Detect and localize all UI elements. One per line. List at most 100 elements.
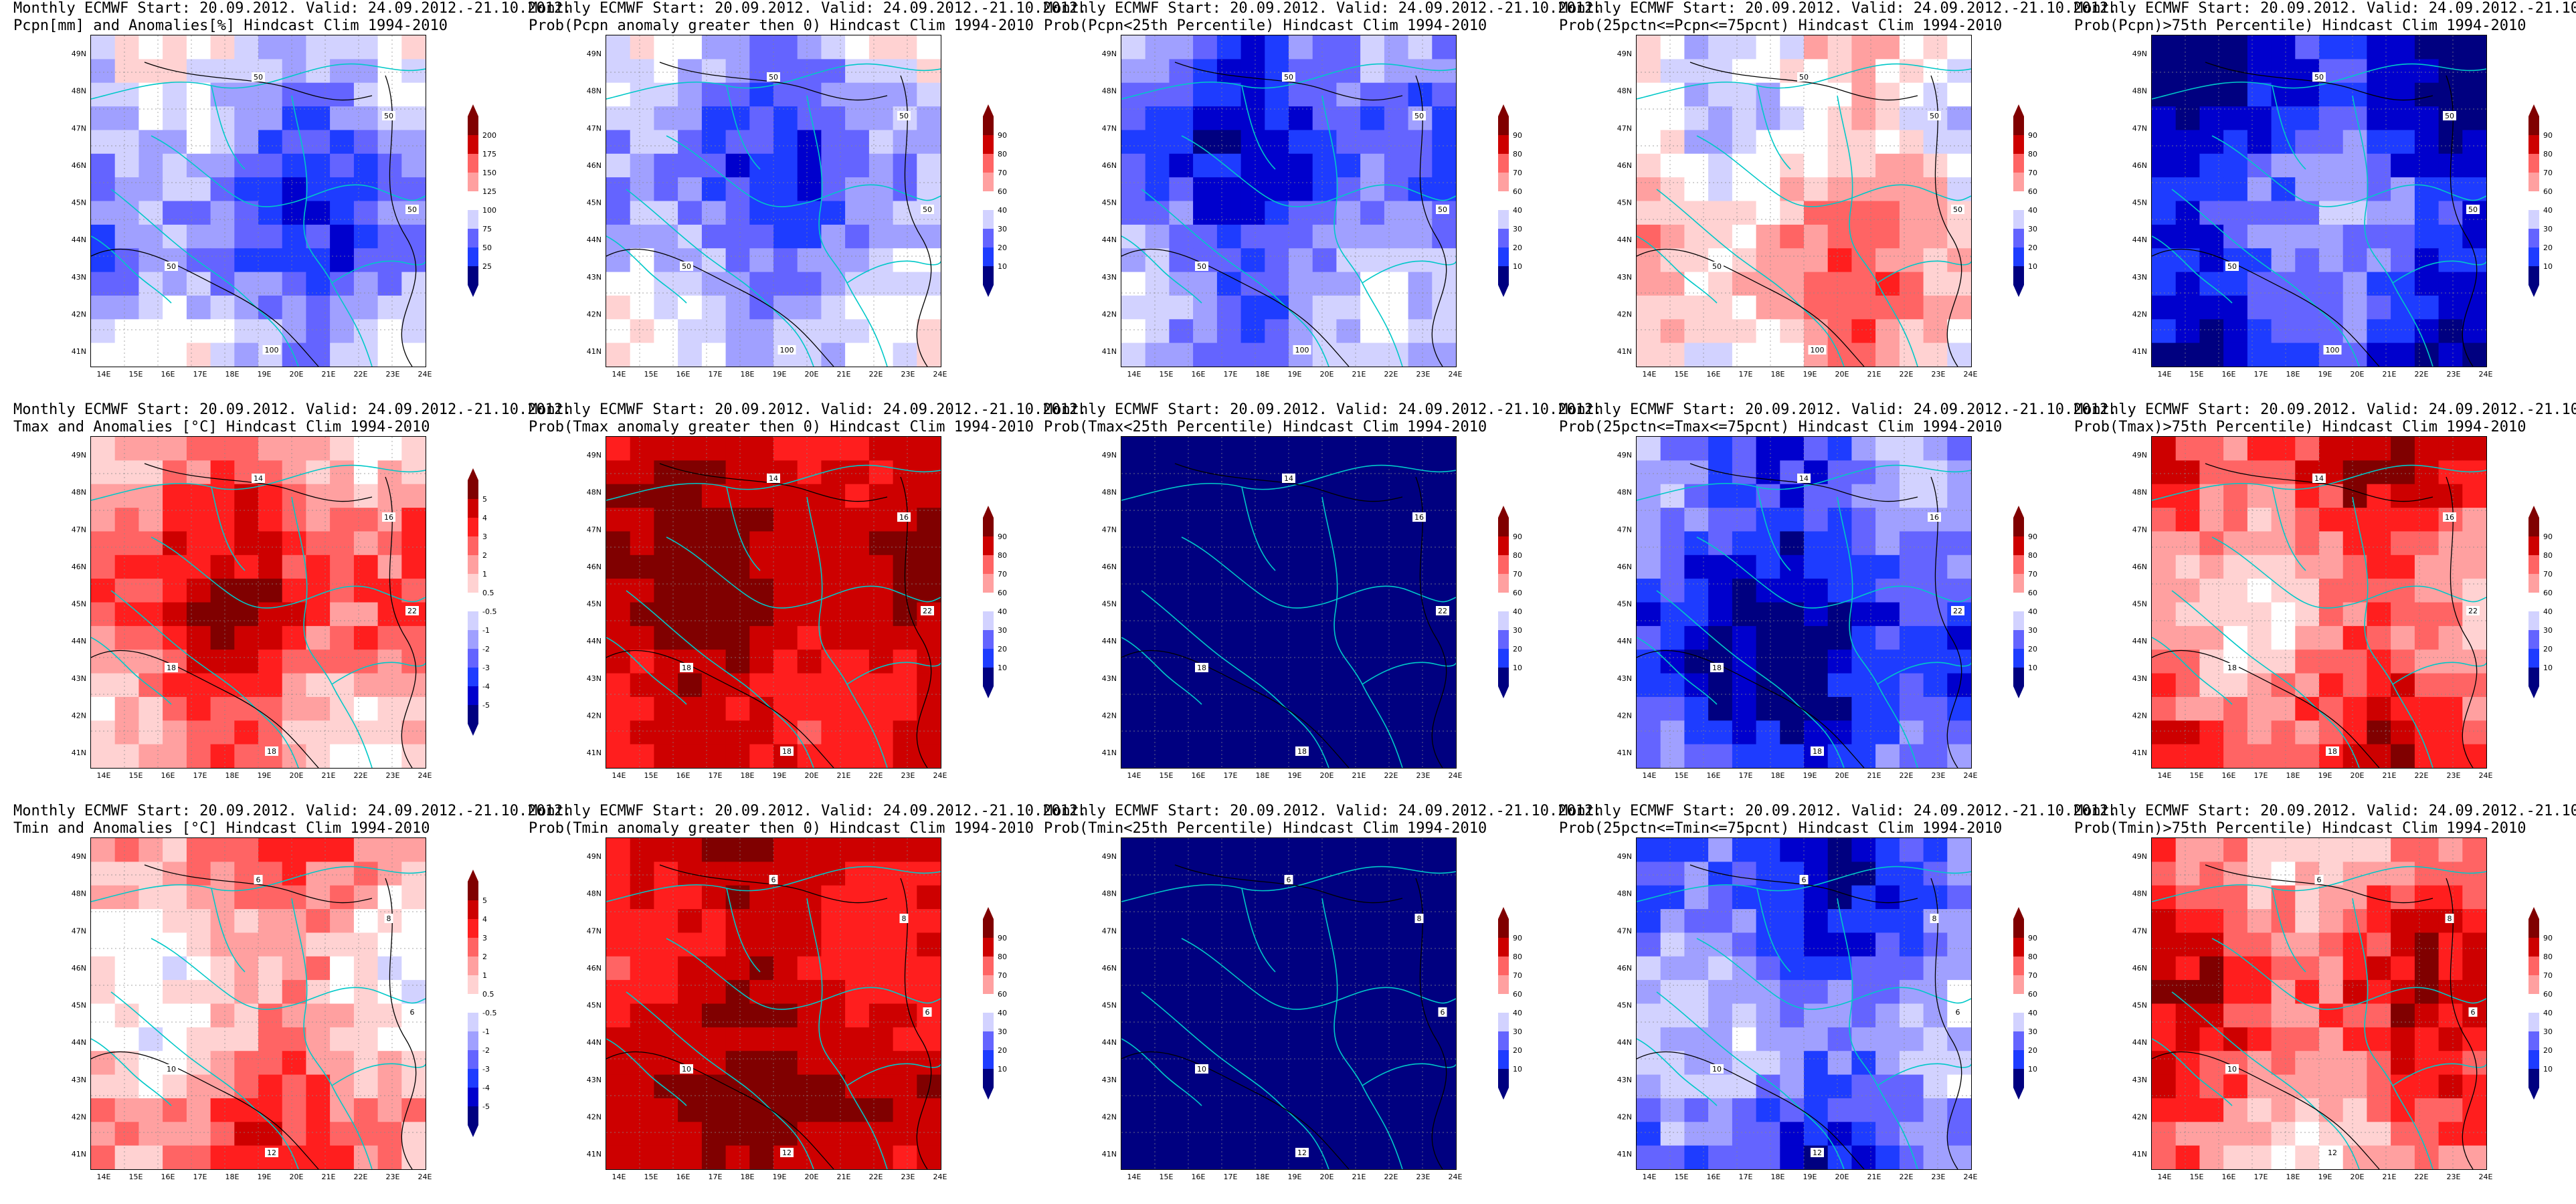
field-cell <box>353 272 379 296</box>
lat-tick-label: 48N <box>587 87 602 96</box>
map-panel: Monthly ECMWF Start: 20.09.2012. Valid: … <box>1546 0 2117 401</box>
field-cell <box>401 295 426 320</box>
field-cell <box>1637 59 1661 84</box>
colorbar-bottom-cap <box>1498 1087 1509 1100</box>
field-cell <box>139 224 163 249</box>
field-cell <box>210 35 235 60</box>
field-cell <box>1360 59 1385 84</box>
lat-tick-label: 41N <box>1617 347 1632 356</box>
field-cell <box>1216 177 1242 202</box>
colorbar-segment <box>468 975 478 994</box>
field-cell <box>749 319 774 344</box>
colorbar-bottom-cap <box>983 284 994 297</box>
field-cell <box>377 130 402 155</box>
colorbar-label: 10 <box>1513 1065 1522 1074</box>
field-cell <box>1947 272 1971 296</box>
field-cell <box>2391 82 2415 107</box>
lon-tick-label: 18E <box>1771 1173 1785 1181</box>
colorbar-label: 90 <box>998 131 1007 140</box>
field-cell <box>1947 153 1971 178</box>
field-cell <box>1360 35 1385 60</box>
field-cell <box>1384 295 1409 320</box>
lon-tick-label: 20E <box>290 370 304 379</box>
lat-tick-label: 42N <box>1617 711 1632 720</box>
field-cell <box>1684 342 1709 367</box>
field-cell <box>1708 201 1733 225</box>
field-cell <box>1121 130 1146 155</box>
field-cell <box>1121 224 1146 249</box>
field-cell <box>1899 224 1924 249</box>
lon-tick-label: 23E <box>901 370 915 379</box>
field-cell <box>114 437 139 461</box>
field-cell <box>1121 82 1146 107</box>
field-cell <box>282 177 306 202</box>
lon-tick-label: 24E <box>1449 771 1463 780</box>
field-cell <box>1336 272 1361 296</box>
field-cell <box>917 59 941 84</box>
colorbar-segment <box>468 956 478 975</box>
field-cell <box>701 130 727 155</box>
field-cell <box>2223 106 2248 131</box>
field-cell <box>1312 342 1337 367</box>
lat-tick-label: 48N <box>587 890 602 898</box>
colorbar-segment <box>468 611 478 630</box>
panel-title-line1: Monthly ECMWF Start: 20.09.2012. Valid: … <box>529 0 1087 17</box>
colorbar-segment <box>1498 116 1509 135</box>
field-cell <box>1660 82 1685 107</box>
colorbar-segment <box>1498 611 1509 630</box>
contour-label: 50 <box>1951 205 1964 214</box>
field-cell <box>1240 153 1265 178</box>
field-cell <box>2414 130 2440 155</box>
colorbar-label: 0.5 <box>482 589 494 597</box>
border-line <box>91 235 172 304</box>
lon-tick-label: 16E <box>676 370 691 379</box>
colorbar-label: 30 <box>2028 626 2037 635</box>
field-cell <box>1265 177 1289 202</box>
field-cell <box>139 130 163 155</box>
field-cell <box>2438 130 2463 155</box>
colorbar-label: 60 <box>2543 990 2553 999</box>
colorbar-segment <box>2528 667 2539 686</box>
lat-tick-label: 46N <box>2132 161 2147 170</box>
field-cell <box>654 153 678 178</box>
field-cell <box>2462 153 2486 178</box>
colorbar-segment <box>983 555 994 574</box>
border-line <box>1181 135 1456 207</box>
field-cell <box>1289 153 1313 178</box>
colorbar-segment <box>983 1068 994 1088</box>
field-cell <box>1336 342 1361 367</box>
field-cell <box>821 342 846 367</box>
contour-label: 50 <box>252 72 265 82</box>
colorbar-segment <box>2013 1012 2024 1031</box>
field-cell <box>2367 177 2391 202</box>
contour-label-text: 50 <box>1438 205 1447 214</box>
colorbar-segment <box>2013 592 2024 611</box>
field-cell <box>1240 248 1265 273</box>
field-cell <box>2295 224 2320 249</box>
field-cell <box>1899 342 1924 367</box>
field-cell <box>701 295 727 320</box>
lon-tick-label: 15E <box>2190 1173 2204 1181</box>
colorbar-label: -5 <box>482 701 490 710</box>
field-cell <box>725 248 750 273</box>
contour-line <box>1689 62 1918 101</box>
contour-label-text: 50 <box>2227 262 2237 271</box>
colorbar-segment <box>2528 134 2539 154</box>
lon-tick-label: 19E <box>258 771 272 780</box>
lat-tick-label: 41N <box>1102 1150 1117 1159</box>
field-cell <box>2152 35 2177 60</box>
field-cell <box>1145 35 1170 60</box>
contour-label-text: 50 <box>682 262 691 271</box>
field-cell <box>114 82 139 107</box>
border-line <box>151 135 426 207</box>
field-cell <box>2247 248 2272 273</box>
field-cell <box>1851 319 1876 344</box>
field-cell <box>2391 201 2415 225</box>
field-cell <box>1708 319 1733 344</box>
field-cell <box>630 59 654 84</box>
field-cell <box>678 201 703 225</box>
contour-line <box>1121 248 1350 367</box>
field-cell <box>821 106 846 131</box>
